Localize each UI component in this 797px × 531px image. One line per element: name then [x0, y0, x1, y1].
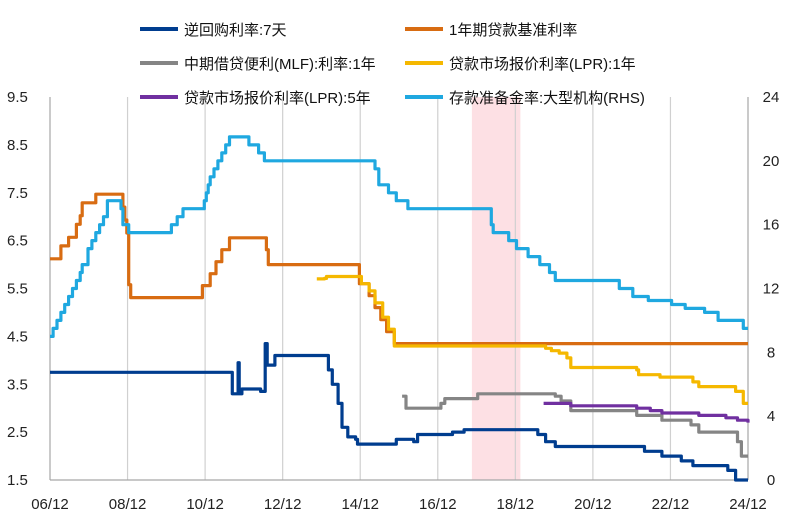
x-tick-label: 06/12 — [31, 496, 69, 513]
legend-label: 贷款市场报价利率(LPR):5年 — [184, 90, 371, 107]
y-left-tick-label: 6.5 — [7, 233, 28, 250]
y-right-tick-label: 24 — [763, 89, 780, 106]
vertical-grid — [126, 97, 672, 480]
tick-labels: 06/12 08/12 10/12 12/12 14/12 16/12 18/12 20/12… — [7, 89, 779, 513]
series-layer — [50, 135, 750, 482]
y-right-tick-label: 16 — [763, 217, 780, 234]
x-tick-label: 22/12 — [652, 496, 690, 513]
legend-label: 逆回购利率:7天 — [184, 22, 287, 39]
legend-label: 贷款市场报价利率(LPR):1年 — [449, 56, 636, 73]
x-tick-label: 16/12 — [419, 496, 457, 513]
highlighted-period — [471, 97, 521, 480]
x-tick-label: 24/12 — [729, 496, 767, 513]
series-line-1 — [50, 342, 748, 482]
x-tick-label: 18/12 — [497, 496, 535, 513]
y-left-tick-label: 9.5 — [7, 89, 28, 106]
legend-label: 中期借贷便利(MLF):利率:1年 — [184, 56, 376, 73]
series-line-2 — [50, 192, 748, 346]
y-left-tick-label: 1.5 — [7, 472, 28, 489]
x-tick-label: 14/12 — [341, 496, 379, 513]
x-tick-label: 20/12 — [574, 496, 612, 513]
y-left-tick-label: 3.5 — [7, 376, 28, 393]
y-left-tick-label: 5.5 — [7, 281, 28, 298]
x-tick-label: 08/12 — [109, 496, 147, 513]
y-right-tick-label: 4 — [767, 408, 775, 425]
y-left-tick-label: 2.5 — [7, 424, 28, 441]
y-left-tick-label: 8.5 — [7, 137, 28, 154]
x-tick-label: 10/12 — [186, 496, 224, 513]
legend-label: 存款准备金率:大型机构(RHS) — [449, 90, 645, 107]
y-right-tick-label: 8 — [767, 344, 775, 361]
y-right-tick-label: 0 — [767, 472, 775, 489]
y-right-tick-label: 20 — [763, 153, 780, 170]
y-left-tick-label: 7.5 — [7, 185, 28, 202]
series-line-6 — [50, 135, 748, 338]
axes — [49, 97, 749, 481]
legend-label: 1年期贷款基准利率 — [449, 22, 577, 39]
series-line-5 — [543, 401, 750, 423]
y-left-tick-label: 4.5 — [7, 328, 28, 345]
series-line-3 — [402, 392, 748, 458]
series-line-4 — [316, 274, 748, 405]
y-right-tick-label: 12 — [763, 281, 780, 298]
x-tick-label: 12/12 — [264, 496, 302, 513]
